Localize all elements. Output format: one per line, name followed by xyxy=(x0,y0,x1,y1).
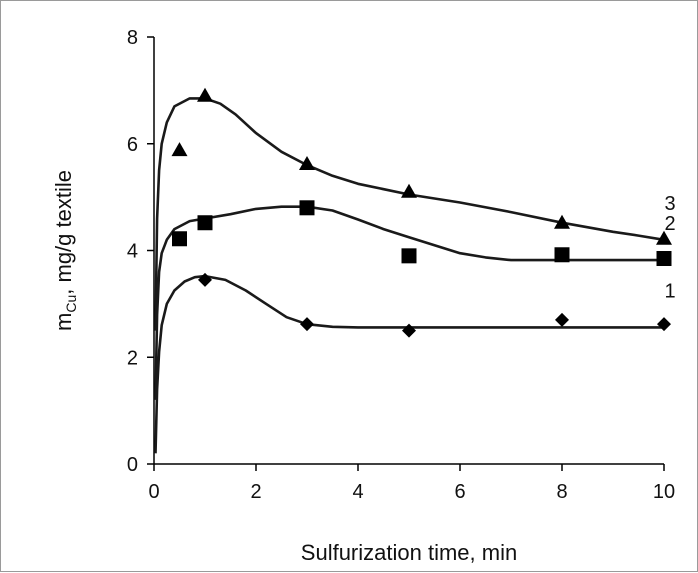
data-point-diamond xyxy=(657,317,671,332)
x-axis-label: Sulfurization time, min xyxy=(301,540,517,565)
y-axis-label: mCu, mg/g textile xyxy=(51,170,79,331)
data-point-triangle xyxy=(401,183,417,198)
fit-curve-2 xyxy=(154,205,664,400)
data-point-square xyxy=(299,200,315,216)
y-tick-label: 0 xyxy=(127,454,138,476)
fit-curve-3 xyxy=(154,97,665,331)
y-tick-label: 2 xyxy=(127,347,138,369)
x-tick-label: 10 xyxy=(653,481,675,503)
y-tick-label: 8 xyxy=(127,27,138,49)
x-tick-label: 0 xyxy=(148,481,159,503)
data-point-triangle xyxy=(197,87,213,102)
fit-curve-1 xyxy=(154,274,664,454)
x-tick-label: 6 xyxy=(454,481,465,503)
data-point-diamond xyxy=(402,323,416,338)
x-tick-label: 2 xyxy=(250,481,261,503)
x-tick-label: 8 xyxy=(556,481,567,503)
data-point-square xyxy=(401,248,417,264)
data-point-diamond xyxy=(555,312,569,327)
y-tick-label: 6 xyxy=(127,134,138,156)
y-label-subscript: Cu xyxy=(63,295,79,313)
curve-label-1: 1 xyxy=(664,280,675,302)
y-label-main: m xyxy=(51,313,76,331)
y-tick-label: 4 xyxy=(127,241,138,263)
curve-labels: 1 23 xyxy=(664,193,675,303)
data-point-diamond xyxy=(198,272,212,287)
data-point-triangle xyxy=(299,156,315,171)
curve-label-3: 3 xyxy=(664,193,675,215)
data-point-square xyxy=(656,251,672,267)
data-point-diamond xyxy=(300,317,314,332)
data-points xyxy=(171,87,672,338)
data-point-triangle xyxy=(554,214,570,229)
curve-label-2: 2 xyxy=(664,213,675,235)
data-point-square xyxy=(197,215,213,231)
data-point-square xyxy=(554,247,570,263)
y-label-rest: , mg/g textile xyxy=(51,170,76,295)
data-point-square xyxy=(172,231,187,247)
data-point-triangle xyxy=(656,230,672,245)
ticks: 0 2 4 6 8 0 2 4 6 8 10 xyxy=(127,27,675,503)
x-tick-label: 4 xyxy=(352,481,363,503)
fit-curves xyxy=(154,97,665,454)
data-point-triangle xyxy=(171,142,188,157)
